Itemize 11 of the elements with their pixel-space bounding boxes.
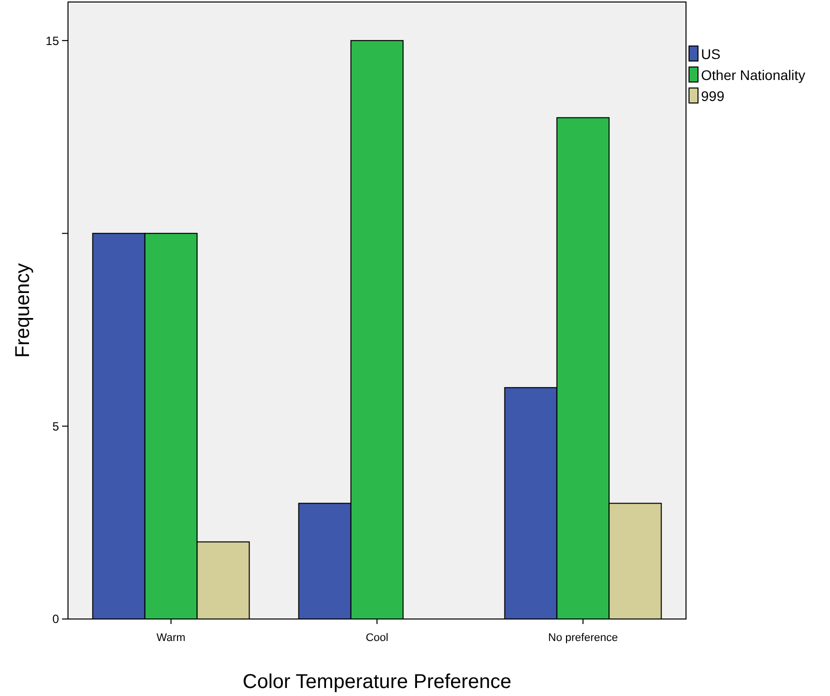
legend-label: US — [701, 46, 720, 62]
y-tick-label: 0 — [52, 612, 60, 626]
y-tick-label: 5 — [52, 419, 60, 434]
x-tick-label: Cool — [366, 632, 388, 644]
x-tick-label: No preference — [548, 632, 618, 644]
y-axis-title: Frequency — [12, 263, 34, 358]
y-tick-label: 15 — [46, 34, 60, 48]
legend-label: 999 — [701, 88, 725, 104]
legend-label: Other Nationality — [701, 66, 806, 83]
x-tick-label: Warm — [156, 632, 186, 644]
x-axis-title: Color Temperature Preference — [242, 671, 512, 693]
